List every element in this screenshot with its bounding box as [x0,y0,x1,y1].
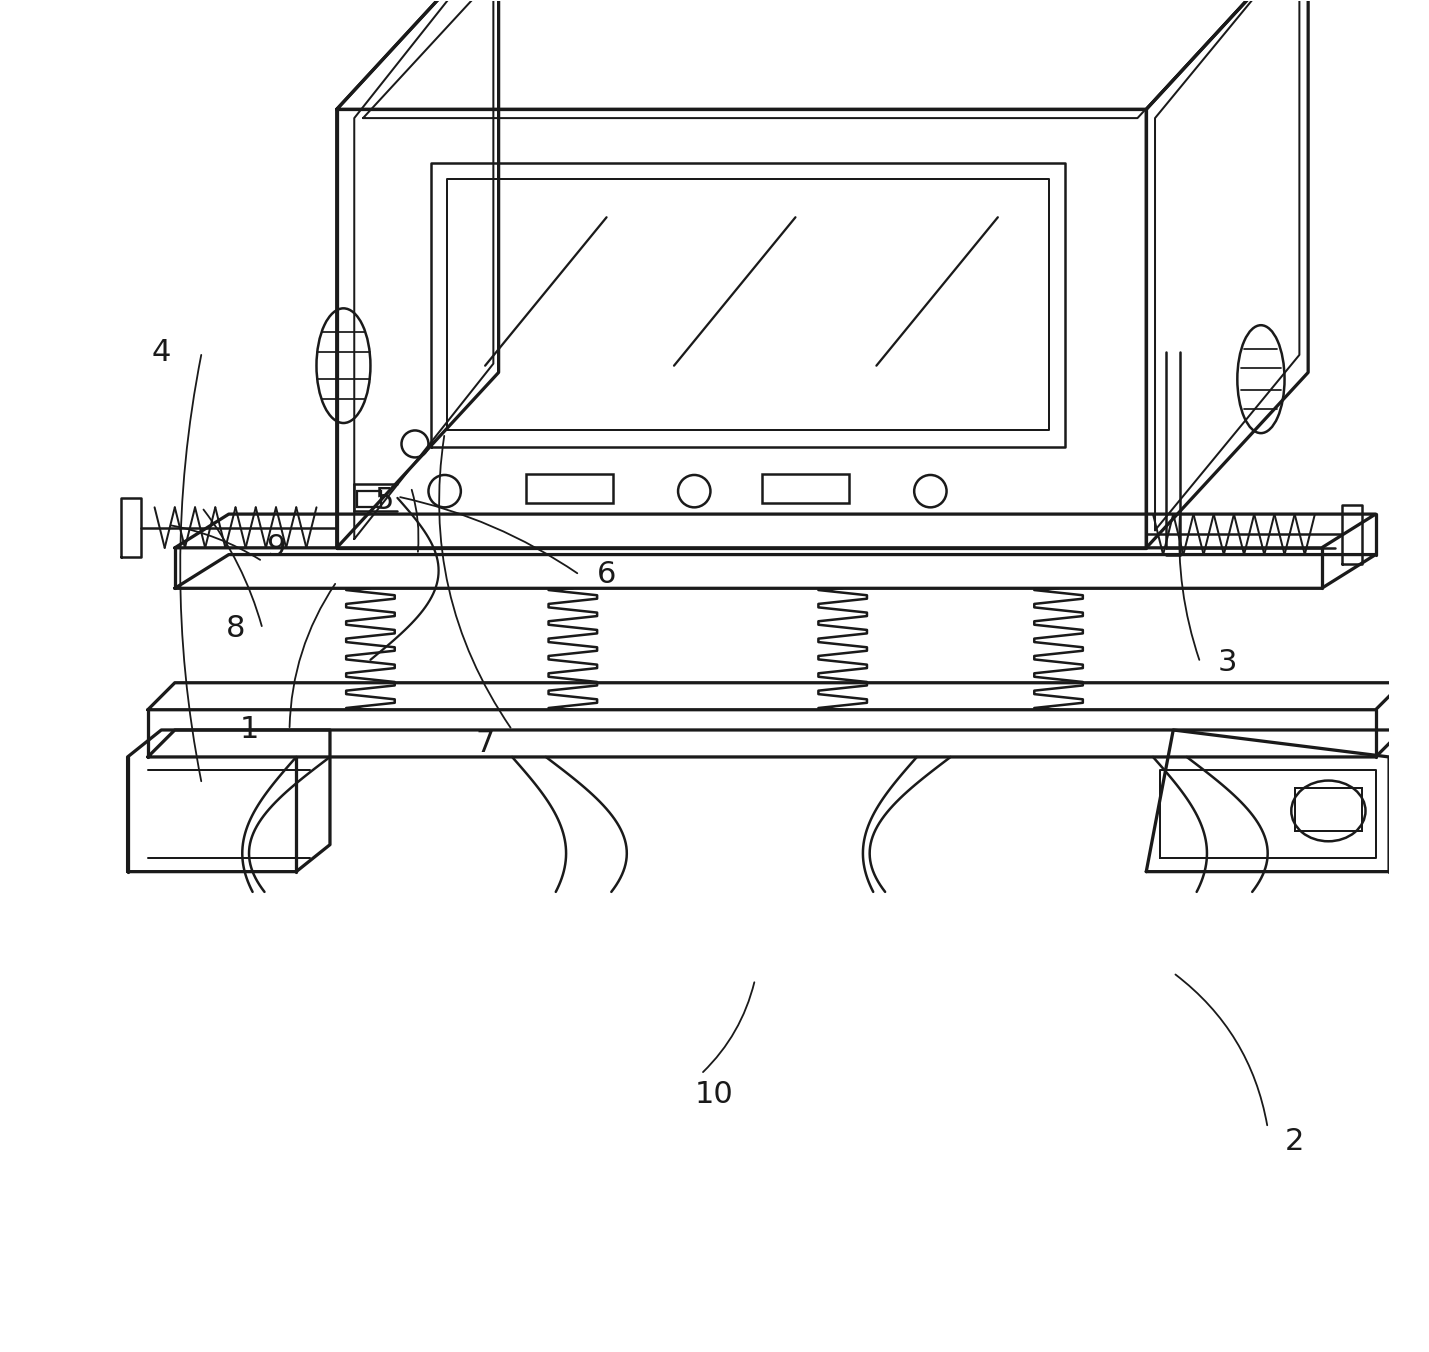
Text: 7: 7 [476,729,494,758]
Bar [526,473,613,503]
Text: 1: 1 [239,715,259,745]
Text: 5: 5 [374,487,393,515]
Text: 3: 3 [1218,648,1238,677]
Text: 4: 4 [151,338,171,366]
Bar [357,491,382,507]
Bar [762,473,849,503]
Text: 8: 8 [226,614,246,644]
Text: 2: 2 [1285,1128,1305,1156]
Text: 10: 10 [694,1080,735,1109]
Bar [1295,788,1362,831]
Text: 6: 6 [597,560,616,589]
Text: 9: 9 [266,533,286,562]
